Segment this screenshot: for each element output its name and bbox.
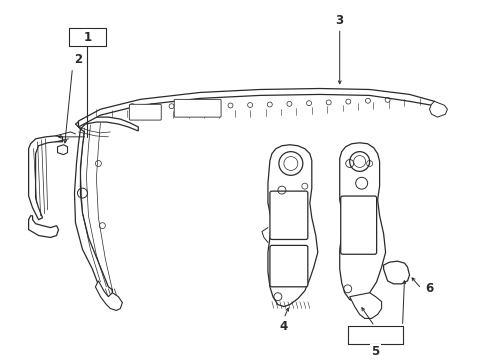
FancyBboxPatch shape [269, 246, 307, 287]
FancyBboxPatch shape [340, 196, 376, 254]
Text: 5: 5 [370, 346, 379, 359]
Text: 1: 1 [83, 31, 91, 44]
FancyBboxPatch shape [269, 191, 307, 239]
Polygon shape [349, 293, 381, 318]
Polygon shape [383, 261, 408, 284]
Text: 2: 2 [74, 53, 82, 66]
FancyBboxPatch shape [174, 99, 221, 117]
Polygon shape [428, 101, 447, 117]
Text: 4: 4 [279, 320, 287, 333]
Polygon shape [29, 136, 62, 220]
FancyBboxPatch shape [129, 104, 161, 120]
Text: 3: 3 [335, 14, 343, 27]
Polygon shape [74, 117, 138, 297]
Polygon shape [339, 143, 385, 302]
Polygon shape [95, 281, 122, 311]
Text: 6: 6 [425, 282, 433, 295]
Polygon shape [78, 89, 437, 127]
Polygon shape [58, 145, 67, 154]
Polygon shape [267, 145, 317, 307]
Polygon shape [29, 216, 59, 238]
